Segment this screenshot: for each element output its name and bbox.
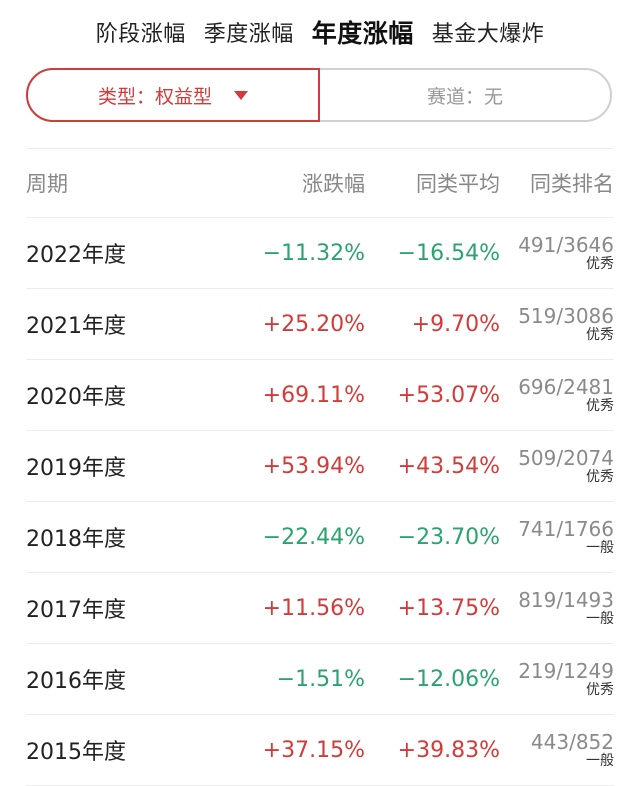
peer-average-cell: +39.83% xyxy=(397,737,500,763)
rank-wrap: 741/1766 一般 xyxy=(500,519,614,555)
peer-average-cell: +43.54% xyxy=(397,453,500,479)
rank-tag: 优秀 xyxy=(586,398,614,414)
peer-rank-cell: 741/1766 一般 xyxy=(500,519,614,555)
divider xyxy=(26,148,614,149)
rank-value: 519/3086 xyxy=(518,304,614,328)
peer-average-cell: +13.75% xyxy=(397,595,500,621)
table-row[interactable]: 2022年度 −11.32% −16.54% 491/3646 优秀 xyxy=(26,218,614,289)
period-cell: 2020年度 xyxy=(26,385,126,410)
peer-rank-cell: 491/3646 优秀 xyxy=(500,235,614,271)
period-cell: 2019年度 xyxy=(26,456,126,481)
tab-stage-change[interactable]: 阶段涨幅 xyxy=(95,22,186,47)
period-cell: 2017年度 xyxy=(26,598,126,623)
peer-average-cell: −16.54% xyxy=(397,240,500,266)
table-header: 周期 涨跌幅 同类平均 同类排名 xyxy=(26,149,614,218)
table-row[interactable]: 2019年度 +53.94% +43.54% 509/2074 优秀 xyxy=(26,431,614,502)
rank-wrap: 443/852 一般 xyxy=(500,732,614,768)
rank-value: 819/1493 xyxy=(518,588,614,612)
peer-rank-cell: 819/1493 一般 xyxy=(500,590,614,626)
table-row[interactable]: 2017年度 +11.56% +13.75% 819/1493 一般 xyxy=(26,573,614,644)
change-cell: +37.15% xyxy=(262,737,365,763)
tab-fund-explosion[interactable]: 基金大爆炸 xyxy=(431,22,545,47)
table-row[interactable]: 2021年度 +25.20% +9.70% 519/3086 优秀 xyxy=(26,289,614,360)
rank-tag: 优秀 xyxy=(586,256,614,272)
rank-wrap: 491/3646 优秀 xyxy=(500,235,614,271)
period-cell: 2022年度 xyxy=(26,243,126,268)
period-cell: 2018年度 xyxy=(26,527,126,552)
rank-value: 509/2074 xyxy=(518,446,614,470)
rank-tag: 优秀 xyxy=(586,682,614,698)
change-cell: −1.51% xyxy=(276,666,365,692)
period-cell: 2015年度 xyxy=(26,740,126,765)
change-cell: +25.20% xyxy=(262,311,365,337)
rank-tag: 优秀 xyxy=(586,327,614,343)
rank-wrap: 696/2481 优秀 xyxy=(500,377,614,413)
type-filter-label: 类型：权益型 xyxy=(97,85,212,108)
header-peer-rank: 同类排名 xyxy=(530,172,614,196)
peer-rank-cell: 219/1249 优秀 xyxy=(500,661,614,697)
change-cell: +69.11% xyxy=(262,382,365,408)
peer-rank-cell: 519/3086 优秀 xyxy=(500,306,614,342)
peer-rank-cell: 696/2481 优秀 xyxy=(500,377,614,413)
track-filter-label: 赛道：无 xyxy=(426,85,503,108)
tab-quarterly-change[interactable]: 季度涨幅 xyxy=(203,22,294,47)
rank-wrap: 819/1493 一般 xyxy=(500,590,614,626)
period-tabs: 阶段涨幅 季度涨幅 年度涨幅 基金大爆炸 xyxy=(0,10,640,54)
rank-value: 219/1249 xyxy=(518,659,614,683)
tab-annual-change[interactable]: 年度涨幅 xyxy=(311,19,414,48)
change-cell: +11.56% xyxy=(262,595,365,621)
rank-tag: 一般 xyxy=(586,753,614,769)
caret-down-icon xyxy=(234,90,248,100)
rank-wrap: 519/3086 优秀 xyxy=(500,306,614,342)
table-row[interactable]: 2018年度 −22.44% −23.70% 741/1766 一般 xyxy=(26,502,614,573)
change-cell: +53.94% xyxy=(262,453,365,479)
table-row[interactable]: 2020年度 +69.11% +53.07% 696/2481 优秀 xyxy=(26,360,614,431)
table-row[interactable]: 2016年度 −1.51% −12.06% 219/1249 优秀 xyxy=(26,644,614,715)
rank-value: 741/1766 xyxy=(518,517,614,541)
peer-rank-cell: 443/852 一般 xyxy=(500,732,614,768)
period-cell: 2021年度 xyxy=(26,314,126,339)
header-period: 周期 xyxy=(26,172,68,196)
rank-value: 443/852 xyxy=(530,730,614,754)
peer-rank-cell: 509/2074 优秀 xyxy=(500,448,614,484)
change-cell: −11.32% xyxy=(262,240,365,266)
table-row[interactable]: 2015年度 +37.15% +39.83% 443/852 一般 xyxy=(26,715,614,786)
rank-value: 491/3646 xyxy=(518,233,614,257)
peer-average-cell: −23.70% xyxy=(397,524,500,550)
rank-tag: 一般 xyxy=(586,540,614,556)
table-body: 2022年度 −11.32% −16.54% 491/3646 优秀 2021年度 +25.… xyxy=(26,218,614,786)
header-change: 涨跌幅 xyxy=(302,172,365,196)
header-peer-average: 同类平均 xyxy=(416,172,500,196)
peer-average-cell: +9.70% xyxy=(411,311,500,337)
peer-average-cell: −12.06% xyxy=(397,666,500,692)
rank-wrap: 509/2074 优秀 xyxy=(500,448,614,484)
rank-tag: 一般 xyxy=(586,611,614,627)
type-filter-button[interactable]: 类型：权益型 xyxy=(26,68,320,122)
rank-wrap: 219/1249 优秀 xyxy=(500,661,614,697)
period-cell: 2016年度 xyxy=(26,669,126,694)
change-cell: −22.44% xyxy=(262,524,365,550)
rank-tag: 优秀 xyxy=(586,469,614,485)
peer-average-cell: +53.07% xyxy=(397,382,500,408)
rank-value: 696/2481 xyxy=(518,375,614,399)
filter-bar: 类型：权益型 赛道：无 xyxy=(26,68,612,122)
annual-returns-table: 周期 涨跌幅 同类平均 同类排名 2022年度 −11.32% −16.54% 491… xyxy=(26,149,614,786)
track-filter-button[interactable]: 赛道：无 xyxy=(320,70,610,120)
